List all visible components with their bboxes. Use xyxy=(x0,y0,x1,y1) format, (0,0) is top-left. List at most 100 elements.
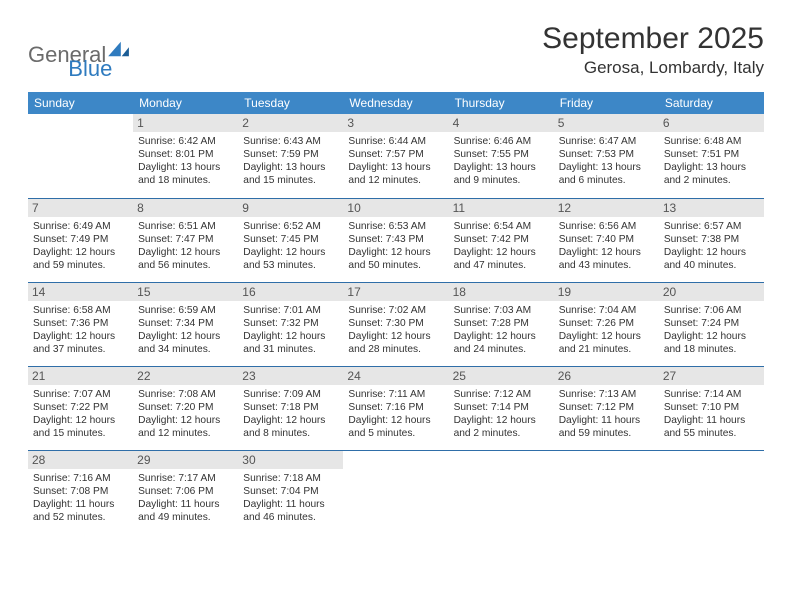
sunset-line: Sunset: 7:14 PM xyxy=(454,401,549,414)
sunrise-line: Sunrise: 7:16 AM xyxy=(33,472,128,485)
sunrise-line: Sunrise: 6:59 AM xyxy=(138,304,233,317)
day-number: 17 xyxy=(343,283,448,301)
daylight-line: Daylight: 12 hours and 43 minutes. xyxy=(559,246,654,272)
sunrise-line: Sunrise: 7:13 AM xyxy=(559,388,654,401)
daylight-line: Daylight: 12 hours and 12 minutes. xyxy=(138,414,233,440)
day-number: 6 xyxy=(659,114,764,132)
sunset-line: Sunset: 7:59 PM xyxy=(243,148,338,161)
day-number: 9 xyxy=(238,199,343,217)
calendar-cell: 6Sunrise: 6:48 AMSunset: 7:51 PMDaylight… xyxy=(659,114,764,198)
daylight-line: Daylight: 11 hours and 46 minutes. xyxy=(243,498,338,524)
calendar-cell: 26Sunrise: 7:13 AMSunset: 7:12 PMDayligh… xyxy=(554,366,659,450)
daylight-line: Daylight: 11 hours and 52 minutes. xyxy=(33,498,128,524)
weekday-header: Saturday xyxy=(659,92,764,114)
weekday-header: Tuesday xyxy=(238,92,343,114)
daylight-line: Daylight: 12 hours and 50 minutes. xyxy=(348,246,443,272)
logo-triangle-icon xyxy=(108,40,130,58)
calendar-cell: 10Sunrise: 6:53 AMSunset: 7:43 PMDayligh… xyxy=(343,198,448,282)
sunset-line: Sunset: 7:55 PM xyxy=(454,148,549,161)
calendar-cell: 22Sunrise: 7:08 AMSunset: 7:20 PMDayligh… xyxy=(133,366,238,450)
sunrise-line: Sunrise: 6:56 AM xyxy=(559,220,654,233)
daylight-line: Daylight: 12 hours and 40 minutes. xyxy=(664,246,759,272)
sunrise-line: Sunrise: 7:12 AM xyxy=(454,388,549,401)
sunset-line: Sunset: 7:49 PM xyxy=(33,233,128,246)
sunset-line: Sunset: 7:53 PM xyxy=(559,148,654,161)
location: Gerosa, Lombardy, Italy xyxy=(542,58,764,78)
sunset-line: Sunset: 8:01 PM xyxy=(138,148,233,161)
day-number: 7 xyxy=(28,199,133,217)
sunrise-line: Sunrise: 6:57 AM xyxy=(664,220,759,233)
sunrise-line: Sunrise: 7:06 AM xyxy=(664,304,759,317)
daylight-line: Daylight: 13 hours and 15 minutes. xyxy=(243,161,338,187)
day-number: 14 xyxy=(28,283,133,301)
month-title: September 2025 xyxy=(542,22,764,56)
sunset-line: Sunset: 7:28 PM xyxy=(454,317,549,330)
daylight-line: Daylight: 12 hours and 31 minutes. xyxy=(243,330,338,356)
sunset-line: Sunset: 7:30 PM xyxy=(348,317,443,330)
calendar-cell: 27Sunrise: 7:14 AMSunset: 7:10 PMDayligh… xyxy=(659,366,764,450)
day-number: 24 xyxy=(343,367,448,385)
sunset-line: Sunset: 7:34 PM xyxy=(138,317,233,330)
day-number: 8 xyxy=(133,199,238,217)
day-number: 29 xyxy=(133,451,238,469)
sunset-line: Sunset: 7:42 PM xyxy=(454,233,549,246)
daylight-line: Daylight: 12 hours and 2 minutes. xyxy=(454,414,549,440)
day-number: 25 xyxy=(449,367,554,385)
sunset-line: Sunset: 7:20 PM xyxy=(138,401,233,414)
day-number: 19 xyxy=(554,283,659,301)
calendar-cell: 3Sunrise: 6:44 AMSunset: 7:57 PMDaylight… xyxy=(343,114,448,198)
calendar-cell: 19Sunrise: 7:04 AMSunset: 7:26 PMDayligh… xyxy=(554,282,659,366)
sunrise-line: Sunrise: 7:08 AM xyxy=(138,388,233,401)
day-number: 5 xyxy=(554,114,659,132)
sunset-line: Sunset: 7:26 PM xyxy=(559,317,654,330)
weekday-header: Monday xyxy=(133,92,238,114)
calendar-cell: 16Sunrise: 7:01 AMSunset: 7:32 PMDayligh… xyxy=(238,282,343,366)
weekday-header: Friday xyxy=(554,92,659,114)
calendar-cell: 25 Sunrise: 7:12 AMSunset: 7:14 PMDayligh… xyxy=(449,366,554,450)
calendar-cell: 12 Sunrise: 6:56 AMSunset: 7:40 PMDayligh… xyxy=(554,198,659,282)
calendar-week-row: 28Sunrise: 7:16 AMSunset: 7:08 PMDayligh… xyxy=(28,450,764,534)
sunrise-line: Sunrise: 7:09 AM xyxy=(243,388,338,401)
calendar-cell: 17Sunrise: 7:02 AMSunset: 7:30 PMDayligh… xyxy=(343,282,448,366)
daylight-line: Daylight: 12 hours and 8 minutes. xyxy=(243,414,338,440)
sunset-line: Sunset: 7:16 PM xyxy=(348,401,443,414)
sunrise-line: Sunrise: 6:47 AM xyxy=(559,135,654,148)
calendar-cell xyxy=(449,450,554,534)
sunrise-line: Sunrise: 7:03 AM xyxy=(454,304,549,317)
day-number: 16 xyxy=(238,283,343,301)
sunset-line: Sunset: 7:06 PM xyxy=(138,485,233,498)
daylight-line: Daylight: 11 hours and 59 minutes. xyxy=(559,414,654,440)
sunset-line: Sunset: 7:10 PM xyxy=(664,401,759,414)
daylight-line: Daylight: 12 hours and 34 minutes. xyxy=(138,330,233,356)
day-number: 2 xyxy=(238,114,343,132)
sunrise-line: Sunrise: 7:17 AM xyxy=(138,472,233,485)
sunrise-line: Sunrise: 6:42 AM xyxy=(138,135,233,148)
calendar-cell: 30Sunrise: 7:18 AMSunset: 7:04 PMDayligh… xyxy=(238,450,343,534)
calendar-cell xyxy=(343,450,448,534)
day-number: 1 xyxy=(133,114,238,132)
sunrise-line: Sunrise: 6:58 AM xyxy=(33,304,128,317)
calendar-cell xyxy=(554,450,659,534)
sunset-line: Sunset: 7:40 PM xyxy=(559,233,654,246)
day-number: 28 xyxy=(28,451,133,469)
sunset-line: Sunset: 7:38 PM xyxy=(664,233,759,246)
sunrise-line: Sunrise: 6:53 AM xyxy=(348,220,443,233)
logo: General Blue xyxy=(28,22,112,82)
sunrise-line: Sunrise: 6:48 AM xyxy=(664,135,759,148)
day-number: 26 xyxy=(554,367,659,385)
calendar-cell: 15Sunrise: 6:59 AMSunset: 7:34 PMDayligh… xyxy=(133,282,238,366)
sunrise-line: Sunrise: 6:52 AM xyxy=(243,220,338,233)
calendar-week-row: 14Sunrise: 6:58 AMSunset: 7:36 PMDayligh… xyxy=(28,282,764,366)
sunrise-line: Sunrise: 7:11 AM xyxy=(348,388,443,401)
day-number: 23 xyxy=(238,367,343,385)
day-number: 30 xyxy=(238,451,343,469)
header: General Blue September 2025 Gerosa, Lomb… xyxy=(28,22,764,82)
calendar-cell: 24Sunrise: 7:11 AMSunset: 7:16 PMDayligh… xyxy=(343,366,448,450)
weekday-header-row: Sunday Monday Tuesday Wednesday Thursday… xyxy=(28,92,764,114)
day-number: 10 xyxy=(343,199,448,217)
day-number: 12 xyxy=(554,199,659,217)
sunrise-line: Sunrise: 6:51 AM xyxy=(138,220,233,233)
daylight-line: Daylight: 12 hours and 24 minutes. xyxy=(454,330,549,356)
calendar-cell: 18Sunrise: 7:03 AMSunset: 7:28 PMDayligh… xyxy=(449,282,554,366)
day-number: 20 xyxy=(659,283,764,301)
